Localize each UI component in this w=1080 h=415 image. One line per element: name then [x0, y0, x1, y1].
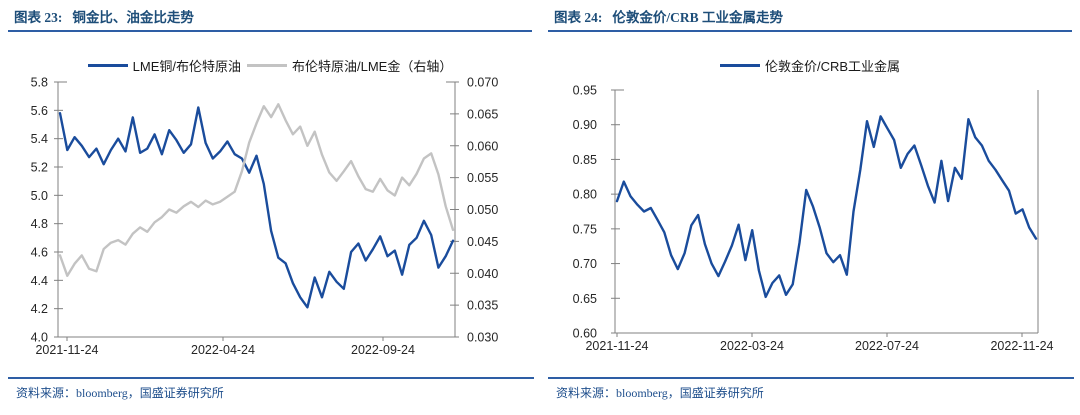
axis-tick-label: 0.65 [573, 292, 597, 306]
axis-tick-label: 2022-09-24 [351, 343, 415, 357]
legend-item-gold-crb: 伦敦金价/CRB工业金属 [719, 56, 901, 75]
header-divider [548, 30, 1072, 32]
axis-tick-label: 0.060 [467, 139, 498, 153]
axis-tick-label: 0.065 [467, 107, 498, 121]
gray-line-swatch [247, 63, 287, 68]
legend-chart-24: 伦敦金价/CRB工业金属 [540, 56, 1080, 75]
series-line [615, 115, 1038, 299]
axis-tick-label: 2021-11-24 [35, 343, 98, 357]
figure-23-title-text: 铜金比、油金比走势 [72, 10, 194, 25]
legend-item-brent-lme-gold: 布伦特原油/LME金（右轴） [247, 56, 452, 75]
axis-tick-label: 0.030 [467, 331, 498, 345]
legend-label: 伦敦金价/CRB工业金属 [764, 59, 901, 74]
source-note: 资料来源：bloomberg，国盛证券研究所 [16, 386, 224, 400]
axis-tick-label: 0.055 [467, 171, 498, 185]
axis-tick-label: 5.0 [31, 189, 48, 203]
axis-tick-label: 0.75 [573, 222, 597, 236]
figure-24-label: 图表 24: [554, 10, 603, 25]
legend-item-lme-copper-brent: LME铜/布伦特原油 [87, 56, 241, 75]
axis-tick-label: 0.85 [573, 153, 597, 167]
axis-tick-label: 4.6 [31, 246, 48, 260]
blue-line-swatch [87, 63, 128, 68]
axis-tick-label: 0.80 [573, 188, 597, 202]
axis-tick-label: 5.2 [31, 161, 48, 175]
figure-23-label: 图表 23: [14, 10, 63, 25]
axis-tick-label: 2021-11-24 [585, 339, 648, 353]
axis-tick-label: 0.045 [467, 235, 498, 249]
axis-tick-label: 0.95 [573, 84, 597, 98]
axis-tick-label: 5.8 [31, 76, 48, 90]
axis-tick-label: 4.4 [31, 274, 48, 288]
series-line [58, 106, 455, 309]
axis-tick-label: 2022-03-24 [720, 339, 784, 353]
legend-label: LME铜/布伦特原油 [132, 59, 241, 74]
legend-label: 布伦特原油/LME金（右轴） [292, 59, 453, 74]
legend-chart-23: LME铜/布伦特原油 布伦特原油/LME金（右轴） [0, 56, 540, 75]
header-divider [8, 30, 532, 32]
figure-panel-24: 图表 24: 伦敦金价/CRB 工业金属走势 伦敦金价/CRB工业金属 0.95 0… [540, 0, 1080, 415]
figure-panel-23: 图表 23: 铜金比、油金比走势 LME铜/布伦特原油 布伦特原油/LME金（右轴… [0, 6, 540, 400]
axis-tick-label: 0.035 [467, 299, 498, 313]
axis-tick-label: 0.60 [573, 327, 597, 341]
series-line [58, 103, 455, 277]
axis-tick-label: 0.90 [573, 118, 597, 132]
axis-tick-label: 2022-11-24 [990, 339, 1053, 353]
figure-24-title-text: 伦敦金价/CRB 工业金属走势 [612, 10, 784, 25]
axis-tick-label: 4.2 [31, 302, 48, 316]
footer-divider [548, 377, 1074, 379]
axis-tick-label: 4.8 [31, 217, 48, 231]
axis-tick-label: 0.70 [573, 257, 597, 271]
line-chart-copper-gold-oil-gold: 5.8 5.6 5.4 5.2 5.0 4.8 4.6 4.4 4.2 4.0 0.070 0.065… [31, 76, 499, 358]
axis-tick-label: 4.0 [31, 331, 48, 345]
axis-tick-label: 2022-07-24 [855, 339, 919, 353]
source-note: 资料来源：bloomberg，国盛证券研究所 [556, 386, 764, 400]
figure-23-title: 图表 23: 铜金比、油金比走势 [14, 6, 194, 26]
blue-line-swatch [719, 63, 760, 68]
line-chart-gold-crb-metals: 0.95 0.90 0.85 0.80 0.75 0.70 0.65 0.602021-11-… [573, 84, 1054, 354]
axis-tick-label: 0.050 [467, 203, 498, 217]
axis-tick-label: 5.6 [31, 104, 48, 118]
figure-24-title: 图表 24: 伦敦金价/CRB 工业金属走势 [554, 6, 783, 26]
axis-tick-label: 2022-04-24 [191, 343, 255, 357]
axis-tick-label: 0.070 [467, 76, 498, 90]
axis-tick-label: 0.040 [467, 267, 498, 281]
footer-divider [8, 377, 534, 379]
axis-tick-label: 5.4 [31, 132, 48, 146]
